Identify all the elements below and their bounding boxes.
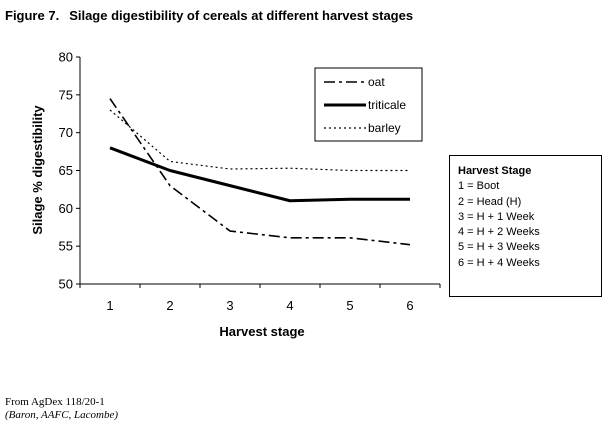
legend-label-triticale: triticale <box>368 98 406 112</box>
y-tick-label: 65 <box>59 163 73 178</box>
y-tick-label: 80 <box>59 50 73 65</box>
x-axis-label: Harvest stage <box>219 324 304 339</box>
harvest-stage-item: 2 = Head (H) <box>458 195 522 208</box>
harvest-stage-item: 1 = Boot <box>458 180 500 193</box>
x-tick-label: 1 <box>106 298 113 313</box>
source-credit: (Baron, AAFC, Lacombe) <box>5 409 119 421</box>
series-line-barley <box>109 109 410 172</box>
y-tick-label: 50 <box>59 277 73 292</box>
harvest-stage-item: 5 = H + 3 Weeks <box>458 241 540 254</box>
harvest-stage-title: Harvest Stage <box>458 165 532 177</box>
x-axis: 1 2 3 4 5 6 <box>79 283 441 313</box>
y-tick-label: 55 <box>59 239 73 254</box>
x-tick-label: 3 <box>226 298 233 313</box>
y-axis-label: Silage % digestibility <box>30 105 45 235</box>
harvest-stage-item: 6 = H + 4 Weeks <box>458 256 540 269</box>
harvest-stage-box: Harvest Stage 1 = Boot 2 = Head (H) 3 = … <box>449 155 602 297</box>
figure-number: Figure 7. <box>5 8 60 23</box>
harvest-stage-item: 4 = H + 2 Weeks <box>458 226 540 239</box>
x-tick-label: 5 <box>346 298 353 313</box>
legend-label-oat: oat <box>368 75 385 89</box>
figure-title-text: Silage digestibility of cereals at diffe… <box>69 8 414 23</box>
x-tick-label: 4 <box>286 298 293 313</box>
series-lines <box>109 98 411 246</box>
x-tick-label: 2 <box>166 298 173 313</box>
legend-label-barley: barley <box>368 121 401 135</box>
y-tick-label: 75 <box>59 87 73 102</box>
y-tick-label: 70 <box>59 125 73 140</box>
series-line-triticale <box>109 146 410 203</box>
series-line-oat <box>109 98 411 246</box>
source-line: From AgDex 118/20-1 <box>5 396 105 408</box>
source-note: From AgDex 118/20-1 (Baron, AAFC, Lacomb… <box>5 396 118 422</box>
legend: oat triticale barley <box>314 67 423 142</box>
harvest-stage-item: 3 = H + 1 Week <box>458 210 535 223</box>
y-axis: 50 55 60 65 70 75 80 <box>59 50 81 292</box>
x-tick-label: 6 <box>406 298 413 313</box>
y-tick-label: 60 <box>59 201 73 216</box>
figure-title: Figure 7. Silage digestibility of cereals… <box>5 8 413 23</box>
